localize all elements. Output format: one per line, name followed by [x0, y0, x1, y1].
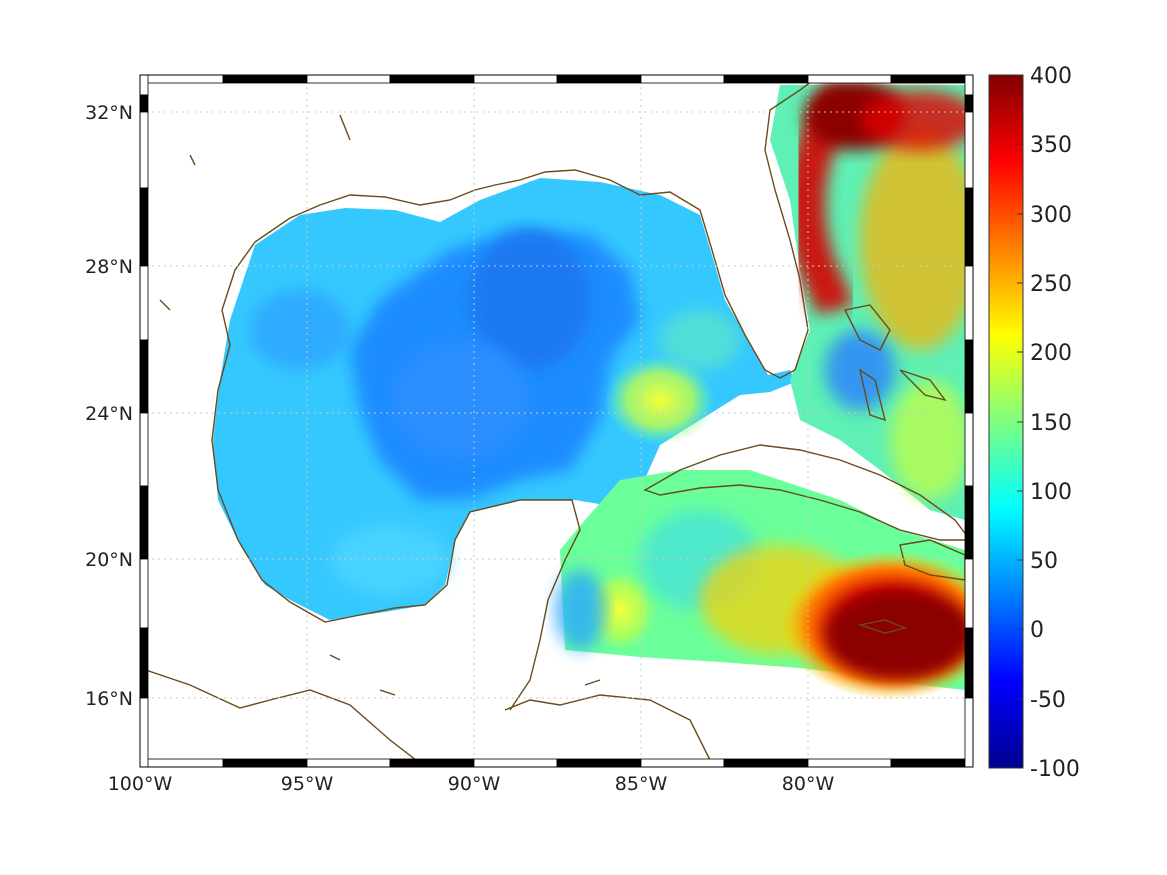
frame-segment-left	[139, 265, 149, 341]
data-field	[213, 80, 973, 700]
x-tick-label: 95°W	[281, 773, 334, 795]
jamaica-coast	[857, 619, 908, 634]
frame-segment-bottom	[807, 758, 892, 768]
colorbar-tick-label: 100	[1030, 480, 1072, 505]
frame-segment-top	[473, 74, 558, 84]
frame-segment-top	[306, 74, 391, 84]
x-tick-label: 85°W	[615, 773, 668, 795]
honduras-coast	[504, 694, 711, 761]
frame-segment-top	[139, 74, 224, 84]
frame-segment-top	[389, 74, 475, 84]
central-america-coast	[140, 667, 426, 767]
frame-segment-left	[139, 412, 149, 487]
y-tick-label: 24°N	[85, 403, 133, 425]
colorbar-tick-label: 200	[1030, 341, 1072, 366]
y-tick-labels: 32°N 28°N 24°N 20°N 16°N	[85, 102, 133, 710]
colorbar-tick-label: 300	[1030, 203, 1072, 228]
frame-segment-top	[890, 74, 974, 84]
frame-segment-bottom	[306, 758, 391, 768]
colorbar-ticks	[1017, 143, 1023, 700]
frame-segment-bottom	[723, 758, 809, 768]
small-islands	[159, 114, 601, 696]
colorbar-tick-label: 0	[1030, 618, 1044, 643]
frame-segment-bottom	[139, 758, 224, 768]
y-tick-label: 20°N	[85, 549, 133, 571]
frame-segment-top	[807, 74, 892, 84]
colorbar-tick-label: 350	[1030, 133, 1072, 158]
frame-segment-left	[139, 94, 149, 113]
colorbar-tick-label: 50	[1030, 549, 1058, 574]
frame-segment-top	[723, 74, 809, 84]
frame-segment-top	[640, 74, 725, 84]
colorbar-tick-label: -100	[1030, 757, 1080, 782]
colorbar: 400 350 300 250 200 150 100 50 0 -50 -10…	[988, 64, 1080, 782]
frame-segment-right	[964, 94, 974, 113]
colorbar-tick-label: 150	[1030, 411, 1072, 436]
frame-segment-left	[139, 74, 149, 96]
x-tick-label: 90°W	[448, 773, 501, 795]
x-tick-labels: 100°W 95°W 90°W 85°W 80°W	[108, 773, 835, 795]
frame-segment-left	[139, 339, 149, 414]
y-tick-label: 16°N	[85, 688, 133, 710]
frame-segment-bottom	[222, 758, 308, 768]
y-tick-label: 32°N	[85, 102, 133, 124]
graticule	[140, 75, 973, 767]
frame-segment-left	[139, 111, 149, 189]
bahamas-coast	[843, 304, 947, 422]
map-frame	[139, 74, 974, 768]
frame-segment-right	[964, 485, 974, 560]
frame-segment-right	[964, 339, 974, 414]
frame-segment-left	[139, 485, 149, 560]
frame-segment-right	[964, 265, 974, 341]
frame-segment-bottom	[556, 758, 642, 768]
frame-segment-right	[964, 558, 974, 629]
frame-segment-left	[139, 558, 149, 629]
frame-segment-top	[556, 74, 642, 84]
frame-segment-bottom	[890, 758, 974, 768]
frame-segment-left	[139, 627, 149, 699]
frame-segment-right	[964, 74, 974, 96]
colorbar-tick-label: -50	[1030, 688, 1066, 713]
colorbar-tick-label: 400	[1030, 64, 1072, 89]
frame-segment-bottom	[389, 758, 475, 768]
frame-segment-right	[964, 187, 974, 267]
frame-segment-left	[139, 187, 149, 267]
y-tick-label: 28°N	[85, 256, 133, 278]
x-tick-label: 80°W	[782, 773, 835, 795]
frame-segment-right	[964, 627, 974, 699]
frame-segment-bottom	[640, 758, 725, 768]
frame-segment-top	[222, 74, 308, 84]
us-gulf-coast	[254, 169, 796, 379]
frame-segment-left	[139, 697, 149, 768]
frame-segment-bottom	[473, 758, 558, 768]
frame-segment-right	[964, 697, 974, 768]
mexico-coast	[211, 241, 581, 711]
florida-atlantic-coast	[764, 75, 821, 371]
frame-segment-right	[964, 412, 974, 487]
colorbar-tick-label: 250	[1030, 272, 1072, 297]
frame-outline	[139, 74, 974, 768]
x-tick-label: 100°W	[108, 773, 173, 795]
frame-segment-right	[964, 111, 974, 189]
